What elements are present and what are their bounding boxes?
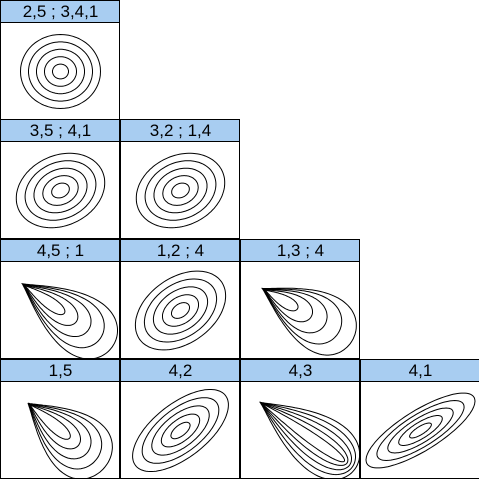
contour bbox=[365, 392, 476, 469]
contour bbox=[29, 403, 71, 440]
contour bbox=[263, 288, 328, 334]
panel-label: 4,5 ; 1 bbox=[37, 241, 84, 260]
panel-plot bbox=[240, 381, 360, 479]
contour bbox=[15, 152, 106, 229]
panel-label: 1,3 ; 4 bbox=[277, 241, 324, 260]
panel-label: 4,3 bbox=[289, 361, 313, 380]
contour bbox=[27, 403, 92, 460]
contour bbox=[20, 283, 118, 360]
contour bbox=[28, 403, 81, 450]
contour bbox=[259, 401, 356, 476]
contour bbox=[141, 397, 220, 464]
contour bbox=[261, 288, 343, 345]
contour bbox=[132, 389, 229, 472]
panel: 4,5 ; 1 bbox=[0, 239, 120, 360]
panel-plot bbox=[0, 141, 120, 239]
panel: 1,3 ; 4 bbox=[240, 239, 360, 359]
contour bbox=[44, 56, 77, 87]
contour bbox=[22, 284, 92, 337]
panel: 3,5 ; 4,1 bbox=[0, 119, 120, 239]
contour bbox=[27, 403, 103, 470]
panel-plot bbox=[0, 381, 120, 479]
panel-label: 1,2 ; 4 bbox=[157, 241, 204, 260]
contour bbox=[24, 285, 66, 316]
contour bbox=[143, 278, 218, 343]
panel-label: 2,5 ; 3,4,1 bbox=[23, 2, 99, 21]
contour bbox=[170, 421, 191, 440]
contour bbox=[152, 286, 209, 335]
panel-label: 3,5 ; 4,1 bbox=[30, 121, 91, 140]
contour bbox=[21, 283, 105, 349]
panel-plot bbox=[240, 261, 360, 359]
contour bbox=[27, 402, 113, 479]
panel: 1,5 bbox=[0, 359, 120, 479]
panel-plot bbox=[0, 261, 120, 359]
contour bbox=[151, 405, 210, 456]
contour bbox=[19, 33, 102, 110]
contour bbox=[260, 287, 357, 356]
panel: 1,2 ; 4 bbox=[120, 239, 240, 359]
contour bbox=[24, 160, 97, 221]
contour bbox=[387, 407, 454, 454]
contour bbox=[160, 413, 201, 448]
panel-plot bbox=[360, 381, 479, 479]
contour bbox=[153, 167, 208, 214]
panel-label: 1,5 bbox=[49, 361, 73, 380]
panel-plot bbox=[120, 381, 240, 479]
contour bbox=[42, 175, 79, 206]
panel: 4,2 bbox=[120, 359, 240, 479]
panel-plot bbox=[0, 22, 120, 120]
contour bbox=[51, 182, 70, 199]
panel: 4,3 bbox=[240, 359, 361, 479]
contour bbox=[52, 63, 69, 80]
contour bbox=[398, 415, 443, 446]
panel-label: 3,2 ; 1,4 bbox=[150, 121, 211, 140]
panel: 4,1 bbox=[360, 359, 479, 479]
panel: 2,5 ; 3,4,1 bbox=[0, 0, 120, 120]
contour bbox=[263, 289, 313, 323]
contour bbox=[171, 302, 190, 319]
panel-label: 4,2 bbox=[169, 361, 193, 380]
contour bbox=[260, 402, 352, 471]
contour bbox=[171, 182, 190, 199]
contour bbox=[162, 175, 199, 206]
contour bbox=[409, 422, 432, 439]
panel: 3,2 ; 1,4 bbox=[120, 119, 240, 239]
contour bbox=[258, 401, 361, 479]
panel-label: 4,1 bbox=[409, 361, 433, 380]
contour bbox=[28, 41, 93, 102]
contour bbox=[264, 289, 299, 312]
contour bbox=[376, 399, 465, 462]
contour bbox=[33, 167, 88, 214]
panel-plot bbox=[120, 141, 240, 239]
contour bbox=[135, 152, 226, 229]
contour bbox=[134, 270, 227, 351]
contour bbox=[22, 283, 79, 326]
contour bbox=[162, 294, 199, 327]
contour bbox=[144, 160, 217, 221]
contour bbox=[260, 402, 345, 463]
contour bbox=[36, 48, 85, 95]
panel-plot bbox=[120, 261, 240, 359]
contour bbox=[260, 402, 349, 466]
